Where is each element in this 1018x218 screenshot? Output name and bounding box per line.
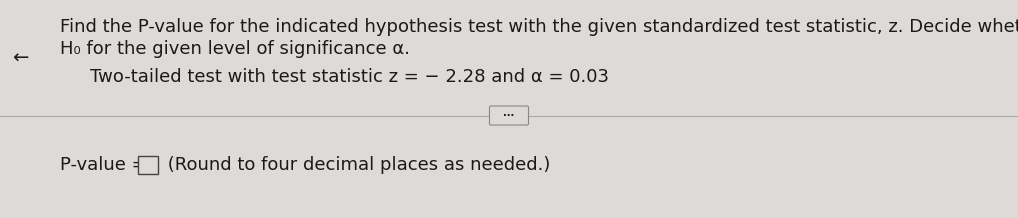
FancyBboxPatch shape — [490, 106, 528, 125]
FancyBboxPatch shape — [0, 0, 1018, 116]
Text: P-value =: P-value = — [60, 156, 153, 174]
Text: ···: ··· — [503, 111, 515, 121]
Text: ←: ← — [12, 48, 29, 67]
FancyBboxPatch shape — [138, 156, 158, 174]
Text: Two-tailed test with test statistic z = − 2.28 and α = 0.03: Two-tailed test with test statistic z = … — [90, 68, 609, 86]
Text: Find the P-value for the indicated hypothesis test with the given standardized t: Find the P-value for the indicated hypot… — [60, 18, 1018, 36]
Text: (Round to four decimal places as needed.): (Round to four decimal places as needed.… — [162, 156, 551, 174]
FancyBboxPatch shape — [0, 116, 1018, 218]
Text: H₀ for the given level of significance α.: H₀ for the given level of significance α… — [60, 40, 410, 58]
